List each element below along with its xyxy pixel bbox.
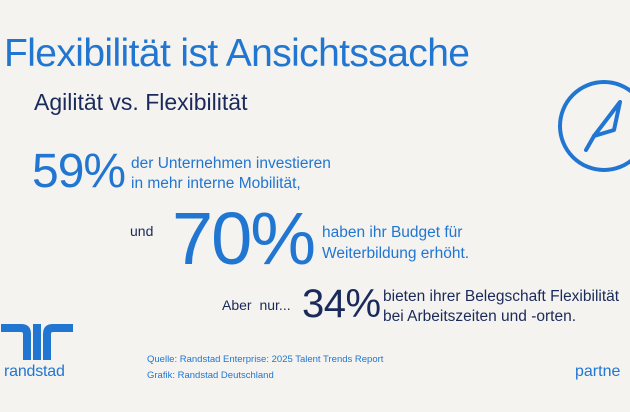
stat-70-value: 70% (172, 197, 316, 280)
partner-label: partne (575, 363, 621, 380)
stat-34-value: 34% (302, 282, 381, 326)
stat-70-description: haben ihr Budget für Weiterbildung erhöh… (322, 222, 469, 264)
source-credit: Quelle: Randstad Enterprise: 2025 Talent… (147, 354, 384, 365)
randstad-logo-icon (1, 324, 73, 360)
compass-icon (558, 80, 630, 172)
brand-name: randstad (4, 363, 65, 380)
stat-34-description: bieten ihrer Belegschaft Flexibilität be… (383, 287, 619, 327)
stat-59-line2: in mehr interne Mobilität, (131, 175, 301, 192)
graphic-credit: Grafik: Randstad Deutschland (147, 370, 274, 381)
stat-34-prefix: Aber nur... (222, 297, 291, 313)
stat-59-description: der Unternehmen investieren in mehr inte… (131, 154, 331, 194)
stat-70-line2: Weiterbildung erhöht. (322, 245, 470, 262)
stat-34-line1: bieten ihrer Belegschaft Flexibilität (383, 288, 620, 305)
page-title: Flexibilität ist Ansichtssache (4, 32, 470, 75)
stat-59-value: 59% (32, 145, 126, 198)
stat-70-line1: haben ihr Budget für (322, 224, 463, 241)
stat-34-line2: bei Arbeitszeiten und -orten. (383, 308, 577, 325)
page-subtitle: Agilität vs. Flexibilität (34, 89, 248, 115)
stat-59-line1: der Unternehmen investieren (131, 155, 331, 172)
stat-70-prefix: und (130, 223, 154, 239)
